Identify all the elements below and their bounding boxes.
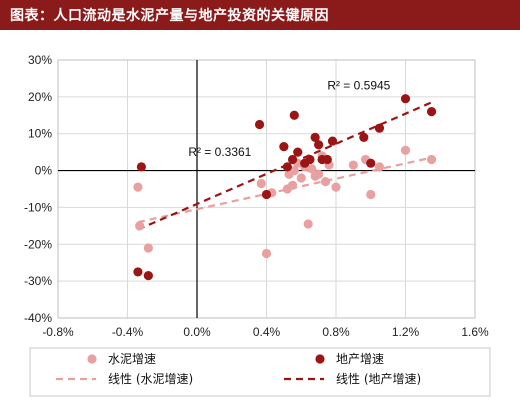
y-tick-label: 10%	[28, 127, 52, 141]
property-point	[327, 136, 338, 146]
chart-title-text: 图表：人口流动是水泥产量与地产投资的关键原因	[10, 8, 329, 24]
x-tick-label: 1.6%	[461, 325, 489, 339]
cement-point	[366, 189, 376, 200]
property-point	[282, 162, 292, 172]
r2-property-label: R² = 0.5945	[327, 78, 390, 92]
plot-border	[57, 59, 476, 319]
cement-point	[287, 180, 298, 190]
x-tick-label: 0.0%	[183, 325, 211, 339]
property-point	[314, 140, 324, 150]
x-tick-label: 0.4%	[253, 325, 281, 339]
property-point	[279, 142, 289, 152]
legend-property-marker	[315, 354, 325, 364]
y-tick-label: 30%	[28, 53, 52, 67]
property-point	[366, 158, 376, 168]
legend-cement-marker	[87, 354, 97, 364]
cement-point	[348, 160, 358, 170]
y-tick-label: -20%	[24, 237, 52, 251]
cement-point	[143, 243, 153, 253]
y-tick-label: 20%	[28, 90, 52, 104]
tick-labels: 30% 20% 10% 0% -10% -20% -30% -40%-0.8% -0.4% 0.0…	[24, 53, 489, 339]
cement-point	[256, 178, 266, 189]
property-point	[254, 119, 265, 130]
property-point	[426, 107, 437, 117]
legend-cement-label: 水泥增速	[108, 352, 156, 366]
property-point	[289, 110, 299, 120]
cement-point	[426, 154, 437, 165]
property-point	[133, 267, 143, 277]
y-tick-label: -10%	[24, 200, 52, 214]
legend-trend-property-label: 线性 (地产增速)	[336, 372, 421, 386]
cement-point	[314, 169, 324, 179]
axes	[57, 59, 476, 319]
property-point	[322, 154, 332, 165]
y-tick-label: -30%	[24, 274, 52, 288]
cement-point	[400, 145, 411, 155]
property-point	[287, 154, 298, 165]
x-tick-label: -0.8%	[42, 325, 74, 339]
cement-point	[289, 165, 299, 176]
legend-trend-cement-label: 线性 (水泥增速)	[108, 372, 193, 386]
x-tick-label: 0.8%	[322, 325, 350, 339]
cement-point	[331, 182, 341, 192]
legend-property-label: 地产增速	[336, 352, 384, 366]
x-tick-label: 1.2%	[392, 325, 420, 339]
y-tick-label: -40%	[24, 311, 52, 325]
y-tick-label: 0%	[35, 164, 53, 178]
property-point	[305, 154, 315, 165]
property-point	[374, 123, 385, 133]
property-point	[136, 162, 146, 172]
x-tick-label: -0.4%	[112, 325, 144, 339]
property-point	[261, 189, 272, 200]
cement-point	[133, 182, 143, 192]
property-point	[293, 147, 303, 157]
cement-point	[135, 221, 145, 231]
chart-title: 图表：人口流动是水泥产量与地产投资的关键原因	[0, 0, 520, 30]
legend-box	[29, 347, 491, 397]
property-point	[143, 271, 153, 281]
data-points	[133, 94, 437, 281]
cement-point	[307, 164, 317, 174]
property-point	[400, 94, 411, 104]
cement-point	[296, 173, 306, 183]
cement-point	[320, 177, 331, 187]
property-point	[359, 132, 369, 142]
annotations: R² = 0.5945 R² = 0.3361	[188, 78, 390, 158]
cement-point	[303, 219, 313, 229]
cement-point	[374, 162, 385, 172]
cement-point	[261, 248, 272, 259]
r2-cement-label: R² = 0.3361	[188, 145, 251, 159]
scatter-chart: 30% 20% 10% 0% -10% -20% -30% -40%-0.8% -0.4% 0.0…	[24, 53, 491, 397]
property-point	[310, 132, 320, 142]
grid-lines	[57, 59, 476, 319]
